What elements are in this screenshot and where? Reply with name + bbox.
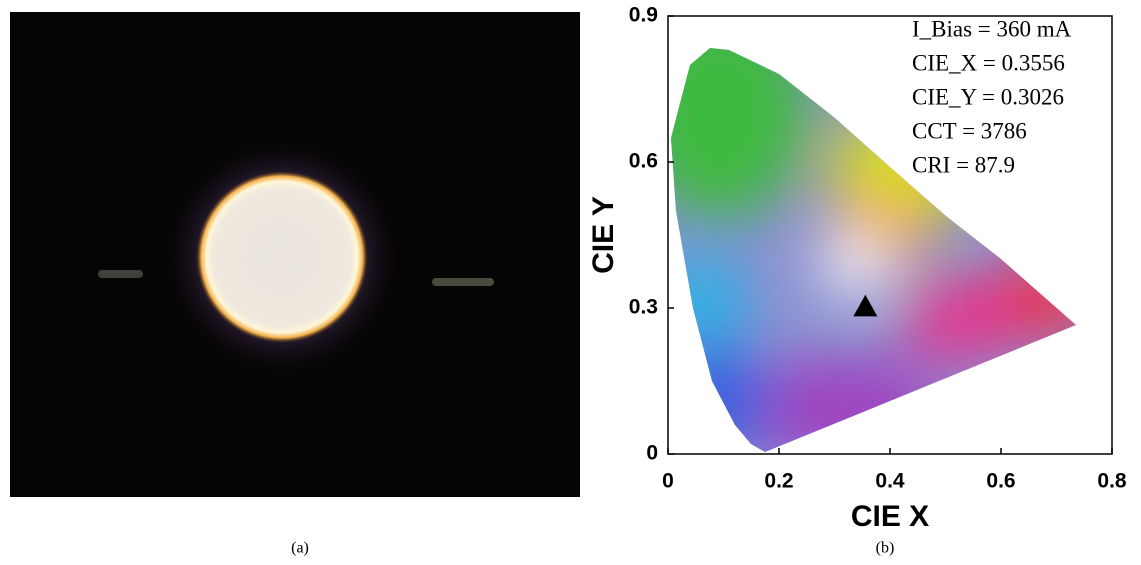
y-tick-label: 0.9 <box>629 4 658 27</box>
y-axis-label: CIE Y <box>587 196 620 274</box>
x-tick-label: 0.8 <box>1097 470 1127 493</box>
x-tick-label: 0.2 <box>764 470 793 493</box>
y-tick-label: 0 <box>646 442 658 465</box>
caption: (a) <box>291 540 309 557</box>
x-tick-label: 0.4 <box>875 470 905 493</box>
point <box>853 294 878 317</box>
annotation: I_Bias = 360 mA <box>912 16 1072 41</box>
photo-lead <box>432 278 494 286</box>
photo-lead <box>98 270 143 278</box>
caption: (b) <box>876 540 895 557</box>
x-tick-label: 0 <box>662 470 674 493</box>
annotation: CRI = 87.9 <box>912 152 1015 177</box>
x-axis-label: CIE X <box>851 500 929 533</box>
y-tick-label: 0.3 <box>629 296 658 319</box>
y-tick-label: 0.6 <box>629 150 658 173</box>
annotation: CCT = 3786 <box>912 118 1027 143</box>
annotation: CIE_X = 0.3556 <box>912 50 1065 75</box>
x-tick-label: 0.6 <box>986 470 1015 493</box>
led <box>196 171 368 343</box>
annotation: CIE_Y = 0.3026 <box>912 84 1064 109</box>
